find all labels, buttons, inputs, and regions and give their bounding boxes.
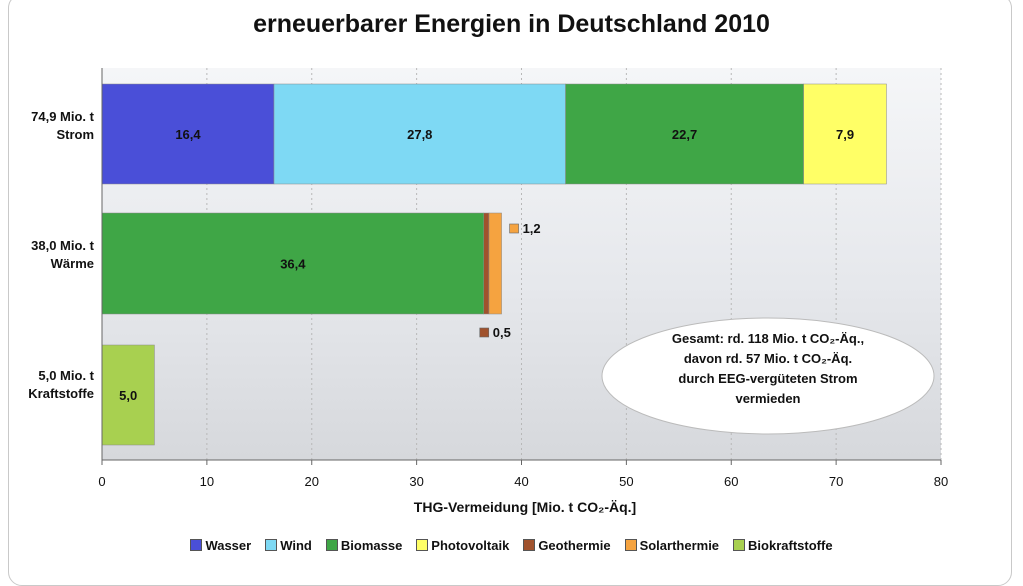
category-strom-total: 74,9 Mio. t	[31, 109, 94, 124]
x-ticks: 0 10 20 30 40 50 60 70 80	[98, 460, 948, 489]
data-label-biomasse-strom: 22,7	[672, 127, 697, 142]
data-label-geothermie-w-rme: 0,5	[493, 325, 511, 340]
legend-swatch-photovoltaik	[416, 539, 429, 551]
category-label-kraftstoffe: 5,0 Mio. t Kraftstoffe	[6, 367, 94, 403]
legend-label-geothermie: Geothermie	[538, 537, 611, 553]
footnote	[140, 566, 880, 574]
data-label-biomasse-w-rme: 36,4	[280, 257, 306, 272]
annotation-line-2: davon rd. 57 Mio. t CO₂-Äq.	[683, 351, 853, 366]
x-tick-label: 20	[305, 474, 319, 489]
legend-label-biokraftstoffe: Biokraftstoffe	[748, 537, 833, 553]
x-tick-label: 60	[724, 474, 738, 489]
legend-swatch-wasser	[190, 539, 203, 551]
x-axis-label: THG-Vermeidung [Mio. t CO₂-Äq.]	[414, 499, 636, 515]
category-waerme-total: 38,0 Mio. t	[31, 238, 94, 253]
x-tick-label: 10	[200, 474, 214, 489]
legend-item-wind: Wind	[265, 538, 312, 553]
legend-item-photovoltaik: Photovoltaik	[416, 538, 509, 553]
data-label-wasser-strom: 16,4	[175, 127, 201, 142]
legend-swatch-wind	[265, 539, 278, 551]
data-label-photovoltaik-strom: 7,9	[836, 127, 854, 142]
bar-geothermie-w-rme	[483, 212, 490, 315]
legend-label-photovoltaik: Photovoltaik	[431, 537, 510, 553]
legend-item-solarthermie: Solarthermie	[624, 537, 720, 553]
data-label-biokraftstoffe-kraftstoffe: 5,0	[119, 388, 137, 403]
legend-label-biomasse: Biomasse	[340, 537, 403, 553]
legend-label-solarthermie: Solarthermie	[639, 537, 720, 553]
x-tick-label: 40	[514, 474, 528, 489]
annotation-line-4: vermieden	[735, 391, 801, 406]
annotation-text: Gesamt: rd. 118 Mio. t CO₂-Äq., davon rd…	[588, 329, 948, 409]
category-label-waerme: 38,0 Mio. t Wärme	[6, 237, 94, 273]
bar-biokraftstoffe-kraftstoffe	[101, 344, 155, 446]
bar-labels: 16,4 27,8 22,7 7,9 36,4 0,5 1,2 5,0	[119, 127, 854, 403]
legend-item-biokraftstoffe: Biokraftstoffe	[733, 538, 833, 553]
annotation-ellipse	[601, 317, 935, 435]
data-label-solarthermie-w-rme: 1,2	[523, 221, 541, 236]
legend-key-geothermie-w-rme	[479, 327, 490, 338]
annotation-line-3: durch EEG-vergüteten Strom	[678, 371, 858, 386]
legend-item-geothermie: Geothermie	[523, 537, 611, 553]
legend-key-solarthermie-w-rme	[509, 223, 519, 234]
x-tick-label: 80	[934, 474, 948, 489]
bar-wasser-strom	[101, 83, 275, 185]
category-kraftstoffe-total: 5,0 Mio. t	[38, 368, 94, 383]
data-label-wind-strom: 27,8	[407, 127, 432, 142]
category-waerme-name: Wärme	[50, 256, 94, 271]
legend-swatch-biokraftstoffe	[733, 539, 746, 551]
legend: Wasser Wind Biomasse Photovoltaik Geothermie…	[0, 535, 1023, 555]
bars	[101, 83, 887, 446]
legend-label-wasser: Wasser	[205, 537, 252, 553]
annotation-line-1: Gesamt: rd. 118 Mio. t CO₂-Äq.,	[671, 331, 865, 346]
category-kraftstoffe-name: Kraftstoffe	[28, 386, 94, 401]
chart-title-line-2: erneuerbarer Energien in Deutschland 201…	[253, 10, 770, 38]
legend-swatch-biomasse	[325, 539, 338, 551]
legend-label-wind: Wind	[280, 537, 312, 553]
x-tick-label: 30	[409, 474, 423, 489]
legend-item-biomasse: Biomasse	[325, 537, 403, 553]
x-tick-label: 70	[829, 474, 843, 489]
legend-swatch-solarthermie	[624, 539, 637, 551]
bar-photovoltaik-strom	[803, 83, 887, 185]
x-tick-label: 0	[98, 474, 105, 489]
bar-wind-strom	[273, 83, 566, 185]
legend-swatch-geothermie	[523, 539, 536, 551]
category-label-strom: 74,9 Mio. t Strom	[6, 108, 94, 144]
x-tick-label: 50	[619, 474, 633, 489]
bar-solarthermie-w-rme	[488, 212, 502, 315]
bar-biomasse-strom	[565, 83, 804, 185]
category-strom-name: Strom	[56, 127, 94, 142]
legend-item-wasser: Wasser	[190, 538, 251, 553]
